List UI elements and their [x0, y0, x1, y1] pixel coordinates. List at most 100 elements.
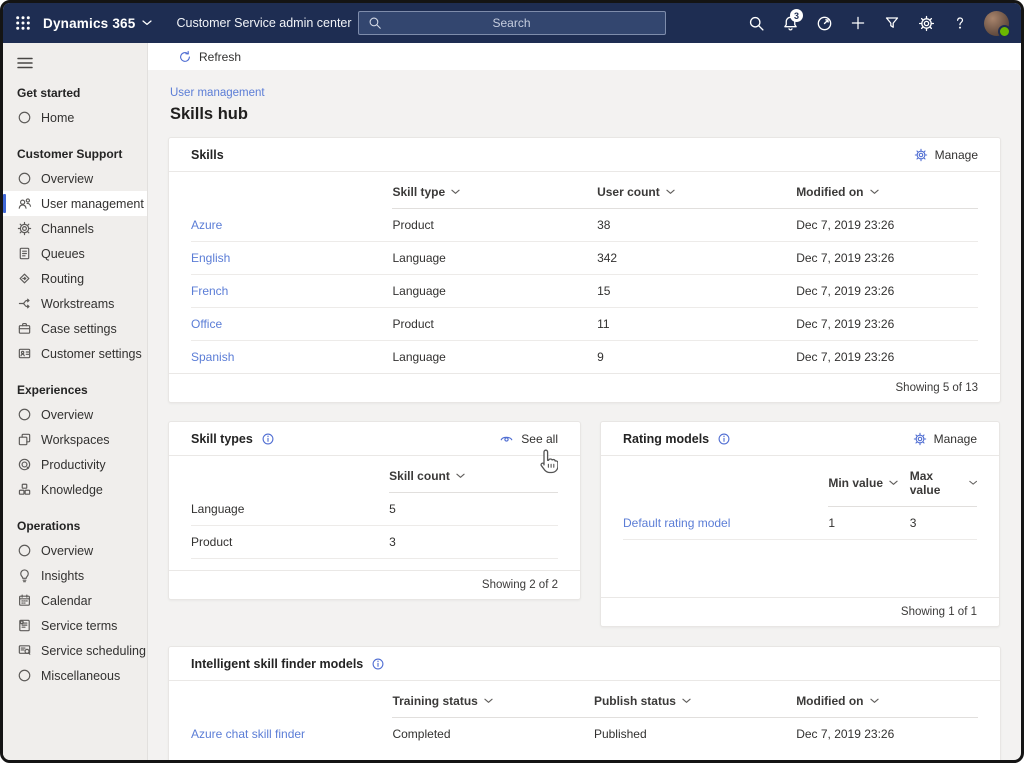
column-header-skill-type[interactable]: Skill type	[392, 172, 598, 209]
sidebar-item-calendar[interactable]: Calendar	[3, 588, 147, 613]
skill-types-card-title: Skill types	[191, 431, 253, 446]
record-link[interactable]: Office	[191, 317, 223, 331]
info-icon[interactable]	[717, 432, 731, 446]
chevron-down-icon	[142, 20, 152, 26]
help-icon[interactable]	[943, 3, 977, 43]
table-row: Spanish Language 9 Dec 7, 2019 23:26	[191, 341, 978, 374]
sidebar-item-productivity[interactable]: Productivity	[3, 452, 147, 477]
sidebar-item-overview-operations[interactable]: Overview	[3, 538, 147, 563]
rating-models-card: Rating models Manage	[600, 421, 1000, 627]
sidebar-item-miscellaneous[interactable]: Miscellaneous	[3, 663, 147, 688]
column-header-min-value[interactable]: Min value	[828, 456, 910, 507]
sidebar-item-user-management[interactable]: User management	[3, 191, 147, 216]
sidebar-item-customer-settings[interactable]: Customer settings	[3, 341, 147, 366]
filter-funnel-icon[interactable]	[875, 3, 909, 43]
search-button-icon[interactable]	[739, 3, 773, 43]
info-icon[interactable]	[261, 432, 275, 446]
chevron-down-icon	[682, 698, 691, 704]
record-link[interactable]: Azure	[191, 217, 223, 232]
sidebar-item-workspaces[interactable]: Workspaces	[3, 427, 147, 452]
table-cell: 15	[597, 274, 797, 308]
sidebar-item-workstreams[interactable]: Workstreams	[3, 291, 147, 316]
productivity-icon	[17, 457, 32, 472]
column-header-publish-status[interactable]: Publish status	[593, 681, 797, 718]
brand-label: Dynamics 365	[43, 15, 136, 31]
global-search-input[interactable]	[382, 15, 665, 31]
main-layout: Get started Home Customer Support Overvi…	[3, 43, 1021, 760]
record-link[interactable]: Azure chat skill finder	[191, 726, 306, 741]
notifications-bell-icon[interactable]: 3	[773, 3, 807, 43]
app-launcher-waffle-icon[interactable]	[3, 3, 43, 43]
rating-models-card-title: Rating models	[623, 431, 710, 446]
table-cell: 11	[597, 307, 797, 341]
circle-icon	[17, 110, 32, 125]
record-link-cell: Azure chat skill finder	[191, 718, 392, 751]
sidebar-item-label: Workstreams	[41, 296, 115, 311]
contact-card-icon	[17, 346, 32, 361]
sidebar-item-label: Insights	[41, 568, 85, 583]
column-header-user-count[interactable]: User count	[597, 172, 797, 209]
sidebar-item-label: Home	[41, 110, 75, 125]
sidebar-item-overview-experiences[interactable]: Overview	[3, 402, 147, 427]
column-header-skill-count[interactable]: Skill count	[389, 456, 558, 493]
sidebar-item-knowledge[interactable]: Knowledge	[3, 477, 147, 502]
knowledge-icon	[17, 482, 32, 497]
sidebar-item-queues[interactable]: Queues	[3, 241, 147, 266]
sidebar-item-routing[interactable]: Routing	[3, 266, 147, 291]
hamburger-menu-icon[interactable]	[17, 57, 33, 69]
column-spacer	[191, 681, 392, 718]
rating-models-manage-button[interactable]: Manage	[913, 432, 977, 446]
sidebar-item-service-terms[interactable]: Service terms	[3, 613, 147, 638]
manage-label: Manage	[934, 147, 978, 162]
settings-gear-icon[interactable]	[909, 3, 943, 43]
gauge-icon[interactable]	[807, 3, 841, 43]
sidebar-item-label: Overview	[41, 171, 94, 186]
global-search-box[interactable]	[358, 11, 666, 35]
sidebar-item-case-settings[interactable]: Case settings	[3, 316, 147, 341]
column-header-training-status[interactable]: Training status	[392, 681, 594, 718]
cards-row: Skill types See all	[168, 421, 1001, 627]
skill-types-see-all-button[interactable]: See all	[499, 431, 558, 446]
record-link[interactable]: French	[191, 284, 229, 298]
sidebar-item-service-scheduling[interactable]: Service scheduling	[3, 638, 147, 663]
record-link[interactable]: Default rating model	[623, 515, 731, 530]
table-row: Office Product 11 Dec 7, 2019 23:26	[191, 307, 978, 341]
column-header-modified-on[interactable]: Modified on	[796, 681, 978, 718]
brand-menu[interactable]: Dynamics 365	[43, 16, 152, 31]
skill-types-card-header: Skill types See all	[169, 422, 580, 456]
table-row: Default rating model 1 3	[623, 506, 977, 540]
table-cell: 3	[909, 506, 977, 540]
record-link[interactable]: English	[191, 251, 231, 265]
skill-types-showing-count: Showing 2 of 2	[169, 570, 580, 599]
sidebar-item-insights[interactable]: Insights	[3, 563, 147, 588]
new-record-plus-icon[interactable]	[841, 3, 875, 43]
skill-types-table: Skill count Language 5 Product 3	[191, 456, 558, 559]
info-icon[interactable]	[371, 657, 385, 671]
column-header-max-value[interactable]: Max value	[909, 456, 977, 507]
chevron-down-icon	[666, 189, 675, 195]
sidebar-item-home[interactable]: Home	[3, 105, 147, 130]
table-cell: Dec 7, 2019 23:26	[796, 727, 895, 741]
sidebar-item-channels[interactable]: Channels	[3, 216, 147, 241]
top-bar-actions: 3	[739, 3, 1015, 43]
record-link-cell: Azure	[191, 208, 393, 242]
refresh-button[interactable]: Refresh	[178, 50, 241, 64]
sidebar-item-label: Knowledge	[41, 482, 103, 497]
record-link[interactable]: Spanish	[191, 350, 235, 364]
breadcrumb[interactable]: User management	[170, 87, 265, 99]
see-all-label: See all	[521, 431, 558, 446]
chevron-down-icon	[484, 698, 493, 704]
sidebar-item-overview[interactable]: Overview	[3, 166, 147, 191]
notification-count-badge: 3	[790, 9, 803, 22]
table-cell: Dec 7, 2019 23:26	[796, 350, 895, 364]
sidebar-item-label: Calendar	[41, 593, 92, 608]
sidebar-item-label: Service scheduling	[41, 643, 146, 658]
user-avatar[interactable]	[977, 3, 1015, 43]
service-terms-icon	[17, 618, 32, 633]
service-scheduling-icon	[17, 643, 32, 658]
chevron-down-icon	[456, 473, 465, 479]
sidebar-item-label: Service terms	[41, 618, 118, 633]
column-header-modified-on[interactable]: Modified on	[796, 172, 978, 209]
site-map-sidebar: Get started Home Customer Support Overvi…	[3, 43, 148, 760]
skills-manage-button[interactable]: Manage	[914, 148, 978, 162]
